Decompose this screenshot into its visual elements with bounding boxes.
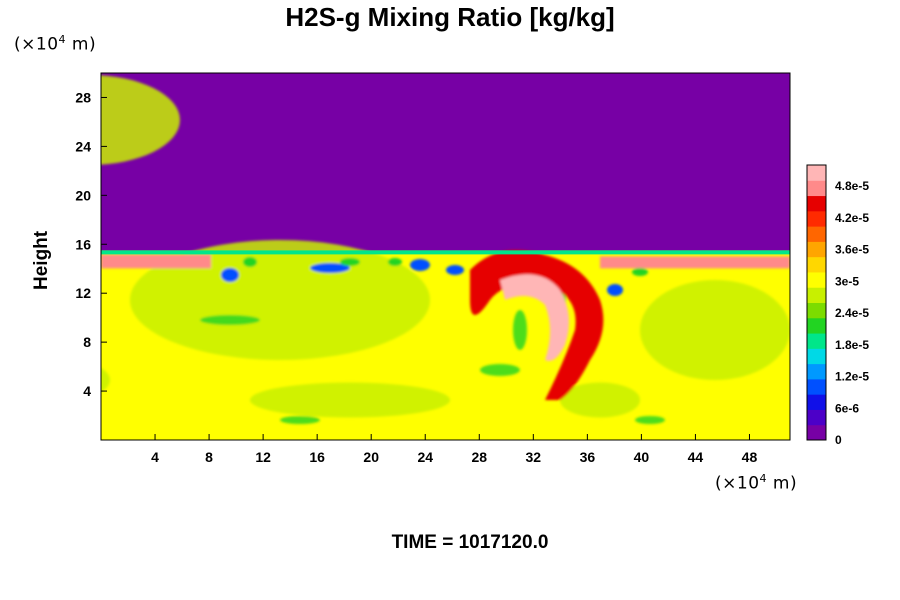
x-tick-label: 12 xyxy=(255,449,271,465)
y-tick-label: 20 xyxy=(75,187,91,203)
x-tick-label: 24 xyxy=(417,449,433,465)
plot-area xyxy=(101,73,790,440)
field-streak xyxy=(280,416,320,424)
x-unit-exponent: 4 xyxy=(759,472,768,485)
x-tick-label: 16 xyxy=(309,449,325,465)
x-axis: 4 8 12 16 20 24 28 32 36 40 44 48 xyxy=(151,434,757,465)
colorbar-label: 3e-5 xyxy=(835,274,859,288)
y-axis: 4 8 12 16 20 24 28 xyxy=(75,89,107,399)
y-unit-exponent: 4 xyxy=(58,33,67,46)
field-patch xyxy=(250,382,450,418)
colorbar-label: 3.6e-5 xyxy=(835,243,869,257)
interface-line xyxy=(101,250,790,255)
field-eddy xyxy=(446,265,464,275)
colorbar-swatch xyxy=(807,394,826,410)
x-tick-label: 4 xyxy=(151,449,159,465)
x-axis-unit: (×104 m) xyxy=(715,472,797,494)
y-tick-label: 4 xyxy=(83,383,91,399)
colorbar-label: 1.8e-5 xyxy=(835,338,869,352)
colorbar-swatch xyxy=(807,409,826,426)
y-axis-unit: (×104 m) xyxy=(14,33,96,55)
colorbar-swatch xyxy=(807,317,826,334)
field-streak xyxy=(480,364,520,376)
colorbar-swatch xyxy=(807,363,826,380)
y-tick-label: 24 xyxy=(75,138,91,154)
y-unit-prefix: (×10 xyxy=(14,34,59,55)
colorbar-label: 6e-6 xyxy=(835,401,859,415)
time-label: TIME = 1017120.0 xyxy=(391,532,549,553)
colorbar-swatch xyxy=(807,195,826,212)
field-patch xyxy=(130,240,430,360)
field-patch xyxy=(101,75,180,165)
field-patch xyxy=(101,368,110,392)
x-tick-label: 40 xyxy=(634,449,650,465)
y-tick-label: 8 xyxy=(83,334,91,350)
colorbar-swatch xyxy=(807,180,826,197)
x-tick-label: 44 xyxy=(688,449,704,465)
x-unit-suffix: m) xyxy=(767,473,798,494)
colorbar-swatch xyxy=(807,348,826,365)
y-unit-suffix: m) xyxy=(66,34,97,55)
x-tick-label: 48 xyxy=(742,449,758,465)
colorbar-swatch xyxy=(807,256,826,273)
x-unit-prefix: (×10 xyxy=(715,473,760,494)
field-eddy xyxy=(243,257,257,267)
y-tick-label: 16 xyxy=(75,236,91,252)
colorbar-swatch xyxy=(807,165,826,181)
colorbar-frame xyxy=(806,164,827,441)
colorbar-swatch xyxy=(807,271,826,288)
chart-title: H2S-g Mixing Ratio [kg/kg] xyxy=(285,2,615,32)
x-tick-label: 20 xyxy=(363,449,379,465)
y-tick-label: 28 xyxy=(75,89,91,105)
colorbar-label: 0 xyxy=(835,433,842,447)
field-structures xyxy=(101,75,790,424)
field-streak xyxy=(513,310,527,350)
x-tick-label: 32 xyxy=(526,449,542,465)
field-eddy xyxy=(607,284,623,296)
colorbar-label: 4.2e-5 xyxy=(835,211,869,225)
field-eddy xyxy=(388,258,402,266)
colorbar-label: 4.8e-5 xyxy=(835,179,869,193)
colorbar-swatch xyxy=(807,378,826,395)
x-tick-label: 28 xyxy=(471,449,487,465)
colorbar-swatch xyxy=(807,287,826,303)
field-streak xyxy=(635,416,665,424)
colorbar-swatch xyxy=(807,302,826,319)
colorbar-label: 2.4e-5 xyxy=(835,306,869,320)
plot-frame xyxy=(100,72,791,441)
field-patch xyxy=(640,280,790,380)
x-tick-label: 36 xyxy=(580,449,596,465)
field-plume-core xyxy=(500,274,569,361)
colorbar-swatch xyxy=(807,333,826,349)
field-eddy xyxy=(632,268,648,276)
field-eddy xyxy=(310,263,350,273)
colorbar-swatch xyxy=(807,424,826,441)
colorbar-swatch xyxy=(807,210,826,227)
field-eddy xyxy=(410,259,430,271)
field-patch xyxy=(560,382,640,418)
field-band xyxy=(600,256,790,269)
colorbar-label: 1.2e-5 xyxy=(835,370,869,384)
colorbar: 0 6e-6 1.2e-5 1.8e-5 2.4e-5 3e-5 3.6e-5 4.2e-5 4… xyxy=(806,164,869,447)
colorbar-swatch xyxy=(807,226,826,242)
colorbar-swatch xyxy=(807,241,826,258)
field-eddy xyxy=(340,258,360,266)
field-band xyxy=(101,254,211,269)
field-streak xyxy=(200,315,260,325)
x-tick-label: 8 xyxy=(205,449,213,465)
field-eddy xyxy=(221,268,239,282)
y-tick-label: 12 xyxy=(75,285,91,301)
